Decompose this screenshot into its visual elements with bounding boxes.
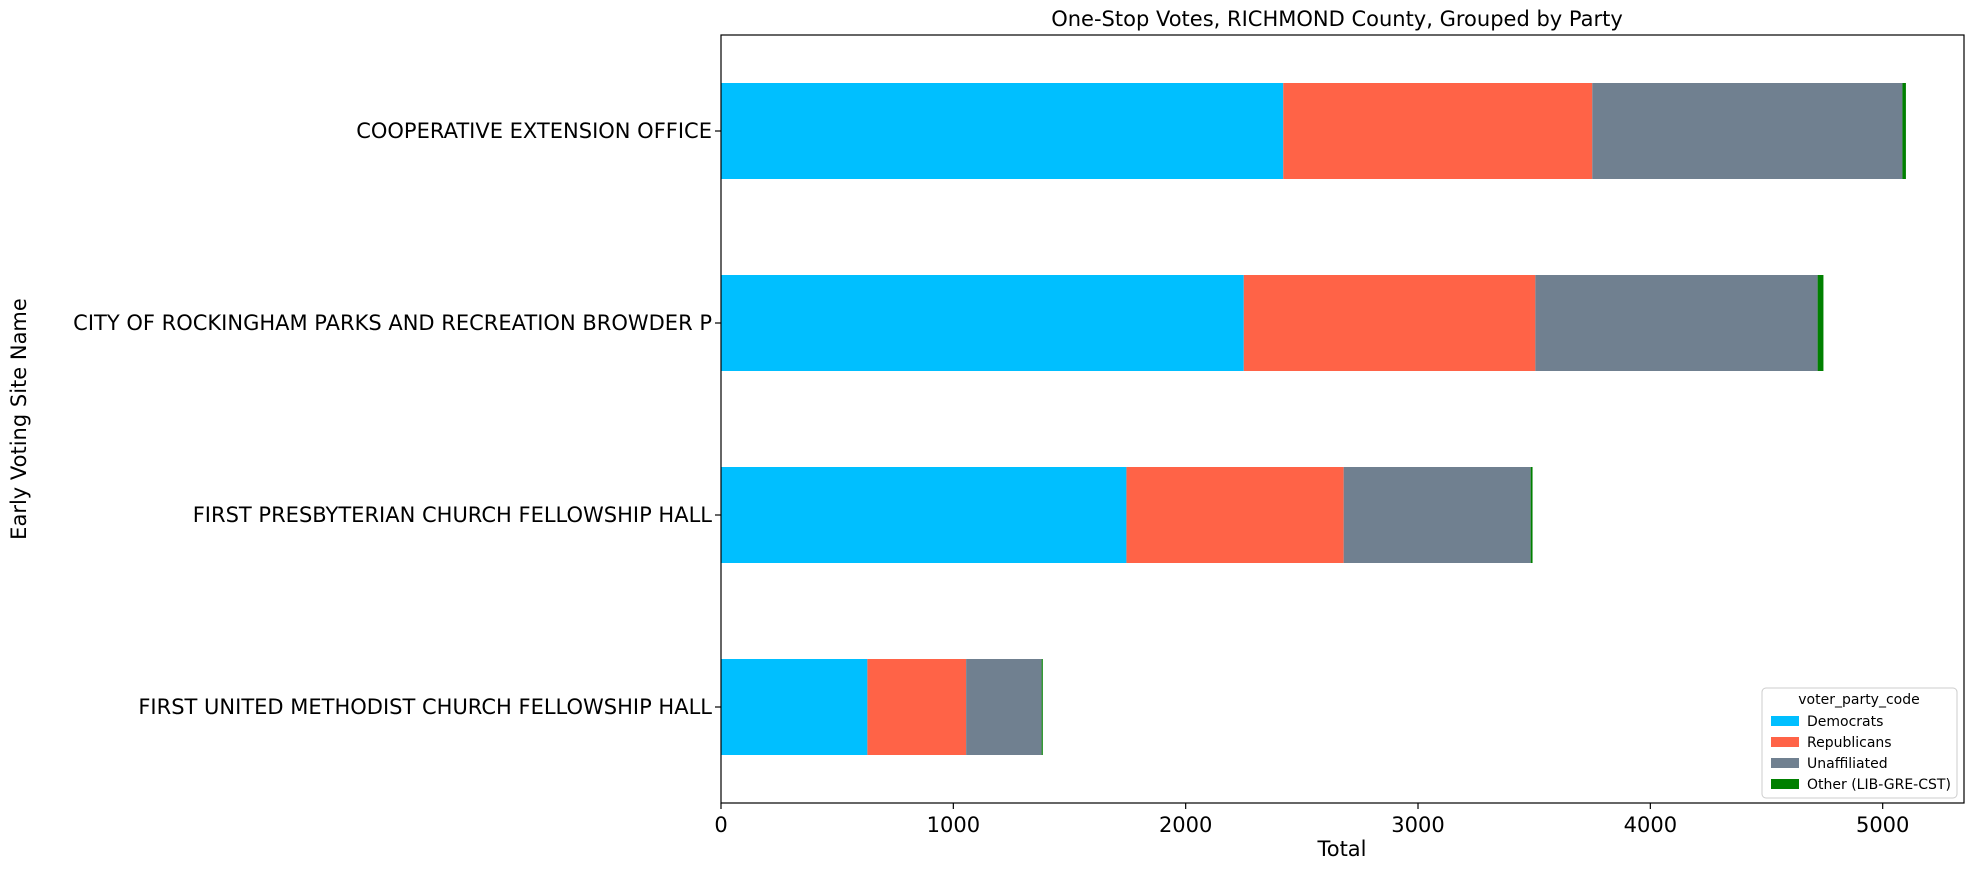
x-axis-label: Total <box>1316 837 1366 861</box>
y-tick-label: CITY OF ROCKINGHAM PARKS AND RECREATION … <box>73 311 712 335</box>
legend-swatch <box>1771 737 1799 747</box>
legend-label: Republicans <box>1807 735 1892 751</box>
x-tick-label: 1000 <box>927 813 980 837</box>
legend: voter_party_code Democrats Republicans Una… <box>1761 687 1958 799</box>
x-tick-label: 5000 <box>1856 813 1909 837</box>
legend-items: Democrats Republicans Unaffiliated Other (L… <box>1771 714 1951 793</box>
legend-swatch <box>1771 758 1799 768</box>
bar-republicans-0 <box>1283 83 1593 179</box>
legend-label: Democrats <box>1807 714 1883 730</box>
legend-title: voter_party_code <box>1798 692 1919 708</box>
chart-title: One-Stop Votes, RICHMOND County, Grouped… <box>1051 7 1623 31</box>
legend-box <box>1761 687 1958 799</box>
legend-label: Other (LIB-GRE-CST) <box>1807 777 1951 793</box>
x-axis: 0 1000 2000 3000 4000 5000 <box>714 803 1909 837</box>
bar-other-lib-gre-cst--0 <box>1902 83 1906 179</box>
bars-layer <box>721 83 1906 755</box>
bar-democrats-3 <box>721 659 868 755</box>
bar-democrats-0 <box>721 83 1284 179</box>
bar-other-lib-gre-cst--1 <box>1817 275 1824 371</box>
bar-unaffiliated-1 <box>1535 275 1818 371</box>
bar-other-lib-gre-cst--2 <box>1530 467 1533 563</box>
bar-democrats-1 <box>721 275 1244 371</box>
y-tick-label: COOPERATIVE EXTENSION OFFICE <box>356 119 712 143</box>
y-axis-label: Early Voting Site Name <box>7 298 31 540</box>
legend-label: Unaffiliated <box>1807 756 1888 772</box>
bar-republicans-3 <box>867 659 967 755</box>
bar-republicans-1 <box>1243 275 1536 371</box>
x-tick-label: 3000 <box>1391 813 1444 837</box>
legend-swatch <box>1771 716 1799 726</box>
bar-unaffiliated-0 <box>1592 83 1903 179</box>
bar-unaffiliated-3 <box>966 659 1042 755</box>
x-tick-label: 0 <box>714 813 727 837</box>
bar-democrats-2 <box>721 467 1127 563</box>
y-axis: COOPERATIVE EXTENSION OFFICE CITY OF ROCK… <box>73 119 721 719</box>
bar-unaffiliated-2 <box>1343 467 1531 563</box>
plot-frame <box>720 34 1965 804</box>
y-tick-label: FIRST PRESBYTERIAN CHURCH FELLOWSHIP HAL… <box>193 503 713 527</box>
bar-other-lib-gre-cst--3 <box>1041 659 1043 755</box>
legend-swatch <box>1771 779 1799 789</box>
x-tick-label: 2000 <box>1159 813 1212 837</box>
x-tick-label: 4000 <box>1624 813 1677 837</box>
y-tick-label: FIRST UNITED METHODIST CHURCH FELLOWSHIP… <box>138 695 712 719</box>
bar-republicans-2 <box>1126 467 1344 563</box>
